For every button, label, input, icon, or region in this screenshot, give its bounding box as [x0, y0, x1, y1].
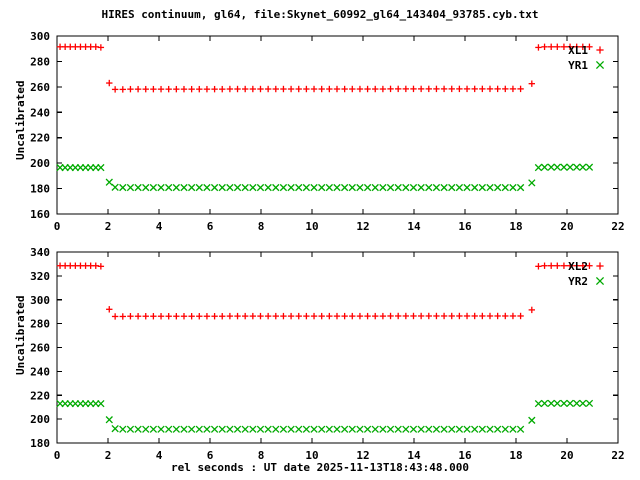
y-tick-label: 240: [30, 365, 50, 378]
x-tick-label: 0: [54, 449, 61, 462]
legend-label-yr2: YR2: [568, 275, 588, 288]
y-tick-label: 160: [30, 208, 50, 221]
x-tick-label: 6: [207, 449, 214, 462]
legend-label-yr1: YR1: [568, 59, 588, 72]
x-tick-label: 0: [54, 220, 61, 233]
x-tick-label: 18: [509, 220, 522, 233]
y-tick-label: 220: [30, 389, 50, 402]
y-tick-label: 280: [30, 318, 50, 331]
x-tick-label: 2: [105, 449, 112, 462]
legend-marker-yr1: [595, 60, 605, 70]
x-tick-label: 12: [356, 449, 369, 462]
x-tick-label: 16: [458, 220, 472, 233]
x-tick-label: 16: [458, 449, 472, 462]
y-tick-label: 280: [30, 55, 50, 68]
chart-panel-top: 0 2 4 6 8 10 12 14 16 18 20 22 160 180 200 220 240 260 280…: [30, 30, 625, 233]
x-tick-label: 2: [105, 220, 112, 233]
series-yr2: [56, 399, 594, 433]
y-tick-label: 300: [30, 30, 50, 43]
x-axis-label: rel seconds : UT date 2025-11-13T18:43:4…: [170, 461, 469, 474]
legend-label-xl1: XL1: [568, 44, 588, 57]
x-tick-label: 8: [258, 449, 265, 462]
x-tick-label: 20: [560, 220, 573, 233]
data-series-group: [56, 262, 594, 433]
x-tick-label: 18: [509, 449, 522, 462]
legend-marker-xl2: [596, 262, 604, 270]
y-tick-label: 260: [30, 81, 50, 94]
page-title: HIRES continuum, gl64, file:Skynet_60992…: [101, 8, 539, 21]
y-tick-label: 320: [30, 270, 50, 283]
y-tick-label: 180: [30, 183, 50, 196]
chart-panel-bottom: 0 2 4 6 8 10 12 14 16 18 20 22 180 200 220 240 260 280 300…: [0, 240, 640, 480]
y-tick-label: 300: [30, 294, 50, 307]
x-tick-label: 20: [560, 449, 573, 462]
x-tick-label: 4: [156, 220, 163, 233]
y-tick-label: 220: [30, 132, 50, 145]
y-tick-label: 180: [30, 437, 50, 450]
x-tick-label: 22: [611, 449, 624, 462]
plot-canvas-top: 0 2 4 6 8 10 12 14 16 18 20 22 160 180 200 220 240 260 280…: [30, 30, 625, 233]
x-tick-label: 14: [407, 220, 421, 233]
x-tick-label: 10: [305, 220, 318, 233]
y-tick-label: 200: [30, 413, 50, 426]
series-yr1: [56, 163, 594, 192]
legend-label-xl2: XL2: [568, 260, 588, 273]
x-tick-label: 14: [407, 449, 421, 462]
y-tick-label: 260: [30, 342, 50, 355]
legend-marker-yr2: [595, 276, 605, 286]
x-tick-label: 22: [611, 220, 624, 233]
series-xl2: [56, 262, 593, 320]
x-tick-label: 8: [258, 220, 265, 233]
data-series-group: [56, 43, 594, 192]
series-xl1: [56, 43, 593, 93]
y-tick-label: 240: [30, 106, 50, 119]
plot-canvas-bottom: 0 2 4 6 8 10 12 14 16 18 20 22 180 200 220 240 260 280 300…: [30, 246, 625, 462]
x-tick-label: 12: [356, 220, 369, 233]
x-tick-label: 4: [156, 449, 163, 462]
x-tick-label: 10: [305, 449, 318, 462]
y-tick-label: 200: [30, 157, 50, 170]
x-tick-label: 6: [207, 220, 214, 233]
y-tick-label: 340: [30, 246, 50, 259]
legend-marker-xl1: [596, 46, 604, 54]
